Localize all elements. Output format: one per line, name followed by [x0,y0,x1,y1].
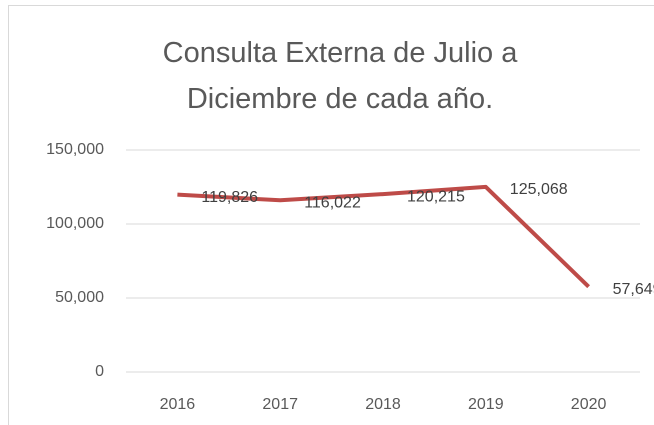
data-line [177,184,590,289]
y-tick-label: 0 [95,363,104,380]
data-label: 57,649 [613,281,654,298]
x-tick-label: 2019 [468,396,504,413]
x-tick-label: 2017 [262,396,298,413]
x-tick-label: 2016 [160,396,196,413]
data-label: 116,022 [304,195,361,212]
y-tick-label: 50,000 [55,289,104,306]
data-label: 125,068 [510,181,568,198]
x-tick-label: 2020 [571,396,607,413]
chart-title: Consulta Externa de Julio a Diciembre de… [162,37,518,115]
y-tick-label: 100,000 [46,215,104,232]
chart-frame [8,5,654,425]
x-tick-label: 2018 [365,396,401,413]
y-tick-label: 150,000 [46,141,104,158]
data-label: 119,826 [201,189,258,206]
data-label: 120,215 [407,188,465,205]
